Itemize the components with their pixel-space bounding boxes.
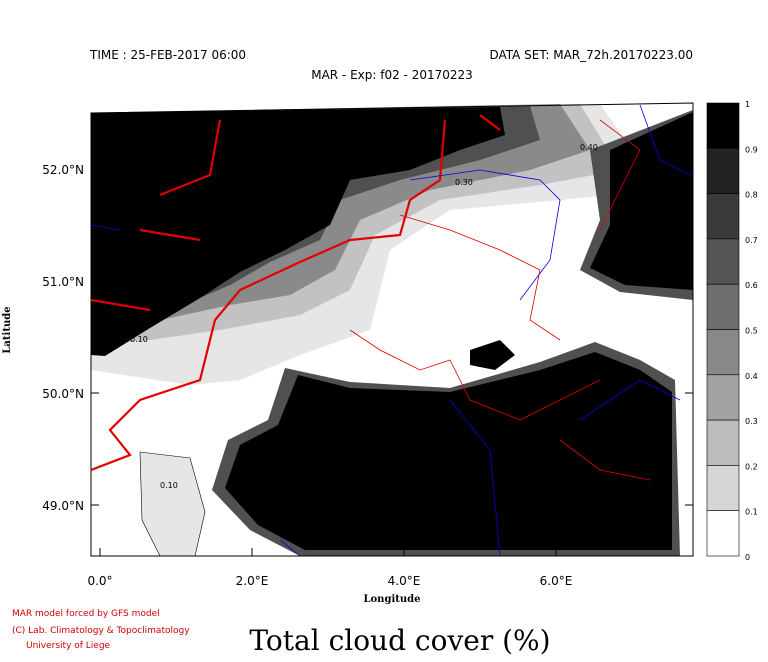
colorbar-band — [706, 148, 740, 194]
colorbar-band — [706, 510, 740, 557]
contour-label: 0.40 — [580, 143, 598, 152]
credit: (C) Lab. Climatology & Topoclimatology — [12, 626, 190, 636]
colorbar-label: 0.1 — [745, 508, 758, 517]
colorbar-label: 0.3 — [745, 417, 758, 426]
credit: University of Liege — [26, 641, 111, 651]
credit: MAR model forced by GFS model — [12, 609, 160, 619]
x-tick-label: 6.0°E — [540, 574, 573, 588]
contour-labels: 0.40 0.30 0.10 0.10 — [130, 143, 598, 490]
colorbar-band — [706, 193, 740, 240]
x-axis-label: Longitude — [363, 594, 420, 605]
cloud-0.9 — [91, 107, 505, 356]
coastline — [90, 114, 501, 472]
x-tick-label: 2.0°E — [236, 574, 269, 588]
colorbar-band — [706, 465, 740, 511]
map — [90, 102, 694, 557]
colorbar-label: 0 — [745, 553, 750, 562]
chart-title: Total cloud cover (%) — [249, 624, 550, 657]
y-tick-label: 49.0°N — [42, 499, 84, 513]
colorbar-label: 0.5 — [745, 327, 758, 336]
colorbar-label: 0.2 — [745, 462, 758, 471]
dataset-label: DATA SET: MAR_72h.20170223.00 — [489, 48, 693, 62]
colorbar-label: 0.7 — [745, 236, 758, 245]
colorbar-label: 0.4 — [745, 372, 758, 381]
colorbar-band — [706, 374, 740, 421]
colorbar-band — [706, 238, 740, 285]
map-frame — [90, 102, 694, 557]
colorbar-label: 1 — [745, 100, 750, 109]
colorbar-label: 0.6 — [745, 281, 758, 290]
x-tick-label: 4.0°E — [388, 574, 421, 588]
colorbar-band — [706, 102, 740, 149]
y-tick-label: 50.0°N — [42, 387, 84, 401]
time-label: TIME : 25-FEB-2017 06:00 — [89, 48, 246, 62]
colorbar-band — [706, 329, 740, 376]
contour-label: 0.10 — [130, 335, 148, 344]
colorbar-label: 0.8 — [745, 191, 758, 200]
colorbar-band — [706, 283, 740, 330]
borders — [349, 119, 651, 481]
contour-label: 0.30 — [455, 178, 473, 187]
colorbar: 1 0.9 0.8 0.7 0.6 0.5 0.4 0.3 0.2 0.1 0 — [706, 100, 758, 562]
contour-label: 0.10 — [160, 481, 178, 490]
colorbar-label: 0.9 — [745, 145, 758, 154]
cloud-blob — [470, 340, 515, 370]
experiment-label: MAR - Exp: f02 - 20170223 — [311, 68, 473, 82]
cloud-south — [225, 352, 672, 550]
y-axis-label: Latitude — [2, 306, 13, 353]
y-tick-label: 51.0°N — [42, 275, 84, 289]
x-tick-label: 0.0° — [87, 574, 112, 588]
y-tick-label: 52.0°N — [42, 163, 84, 177]
cloud-east-core — [590, 112, 693, 290]
colorbar-band — [706, 419, 740, 466]
rivers — [90, 104, 691, 557]
